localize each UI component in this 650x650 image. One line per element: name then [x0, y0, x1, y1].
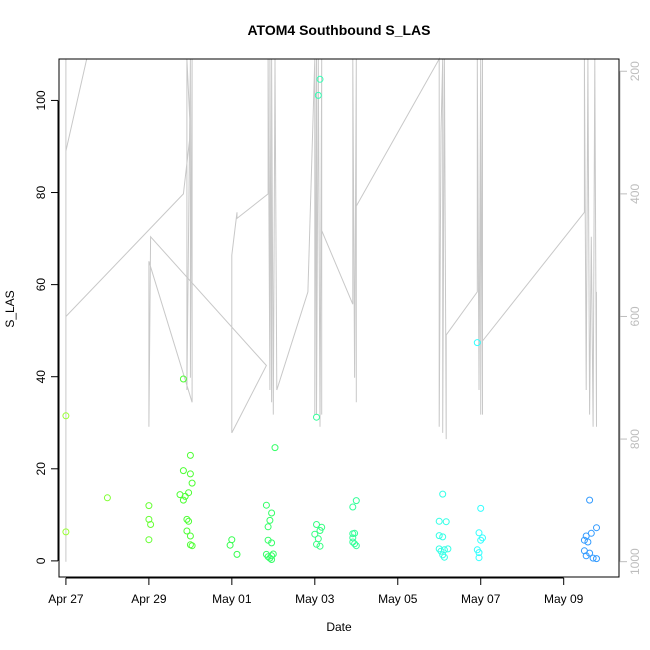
data-point	[477, 536, 485, 544]
data-point	[582, 552, 590, 560]
data-point	[351, 540, 359, 548]
data-point	[188, 479, 196, 487]
data-point	[444, 545, 452, 553]
data-point	[313, 540, 320, 548]
data-point	[314, 91, 322, 99]
y-tick-label: 20	[34, 462, 48, 476]
data-point	[268, 556, 276, 563]
data-point	[179, 467, 187, 475]
data-point	[183, 527, 191, 535]
data-point	[593, 555, 600, 563]
right-tick-label: 400	[628, 184, 642, 204]
x-tick-label: May 05	[378, 592, 418, 606]
x-tick-label: May 01	[212, 592, 252, 606]
right-tick-label: 1000	[628, 548, 642, 575]
data-point	[62, 528, 70, 536]
data-point	[145, 502, 153, 510]
data-point	[435, 545, 443, 553]
data-point	[266, 516, 274, 524]
data-point	[226, 541, 234, 549]
data-point	[313, 521, 320, 528]
data-point	[179, 496, 187, 504]
data-point	[352, 497, 360, 505]
right-axis: 200 400 600 800 1000	[619, 61, 642, 575]
data-point	[316, 527, 324, 534]
data-point	[185, 517, 193, 525]
x-tick-label: May 07	[461, 592, 501, 606]
scatter-points	[62, 75, 600, 563]
data-point	[352, 542, 360, 550]
data-point	[313, 413, 320, 421]
data-point	[181, 492, 189, 500]
data-point	[473, 339, 481, 347]
y-tick-label: 0	[34, 557, 48, 564]
y-axis-label: S_LAS	[3, 290, 17, 327]
data-point	[442, 518, 450, 526]
data-point	[439, 533, 447, 541]
data-point	[435, 517, 443, 525]
data-point	[580, 536, 588, 544]
data-point	[188, 542, 196, 550]
data-point	[186, 451, 194, 459]
data-point	[479, 534, 486, 542]
data-point	[586, 496, 594, 504]
data-point	[351, 529, 359, 537]
data-point	[316, 542, 324, 550]
data-point	[589, 554, 597, 562]
right-axis-series	[65, 57, 597, 562]
data-point	[62, 412, 70, 420]
plot-frame	[58, 58, 620, 578]
data-point	[349, 503, 357, 511]
data-point	[268, 539, 276, 547]
data-point	[262, 501, 270, 509]
right-tick-label: 200	[628, 61, 642, 81]
data-point	[186, 470, 194, 478]
data-point	[349, 538, 357, 546]
data-point	[311, 530, 319, 538]
data-point	[103, 494, 111, 502]
data-point	[437, 547, 445, 555]
data-point	[271, 444, 279, 452]
data-point	[475, 529, 483, 537]
data-point	[584, 538, 592, 546]
x-tick-label: Apr 27	[48, 592, 84, 606]
right-series-line	[65, 57, 597, 562]
y-tick-label: 100	[34, 90, 48, 110]
data-point	[475, 549, 483, 557]
data-point	[477, 504, 485, 512]
x-axis-label: Date	[326, 620, 352, 634]
x-tick-label: May 09	[544, 592, 584, 606]
data-point	[475, 554, 483, 562]
data-point	[268, 509, 276, 517]
data-point	[183, 515, 191, 523]
x-axis: Apr 27 Apr 29 May 01 May 03 May 05 May 07 May …	[48, 577, 584, 606]
x-tick-label: Apr 29	[131, 592, 167, 606]
data-point	[439, 490, 447, 498]
data-point	[233, 550, 241, 558]
data-point	[316, 75, 324, 83]
data-point	[145, 536, 153, 544]
x-tick-label: May 03	[295, 592, 335, 606]
data-point	[268, 552, 276, 560]
right-tick-label: 600	[628, 306, 642, 326]
data-point	[147, 521, 155, 528]
y-tick-label: 40	[34, 370, 48, 384]
chart-title: ATOM4 Southbound S_LAS	[247, 22, 430, 38]
data-point	[264, 523, 272, 531]
data-point	[440, 553, 448, 561]
data-point	[435, 532, 443, 540]
y-tick-label: 80	[34, 186, 48, 200]
data-point	[593, 524, 600, 532]
data-point	[179, 375, 187, 383]
y-axis: 0 20 40 60 80 100	[34, 90, 59, 564]
y-tick-label: 60	[34, 278, 48, 292]
data-point	[186, 532, 194, 540]
right-tick-label: 800	[628, 429, 642, 449]
data-point	[185, 489, 193, 497]
